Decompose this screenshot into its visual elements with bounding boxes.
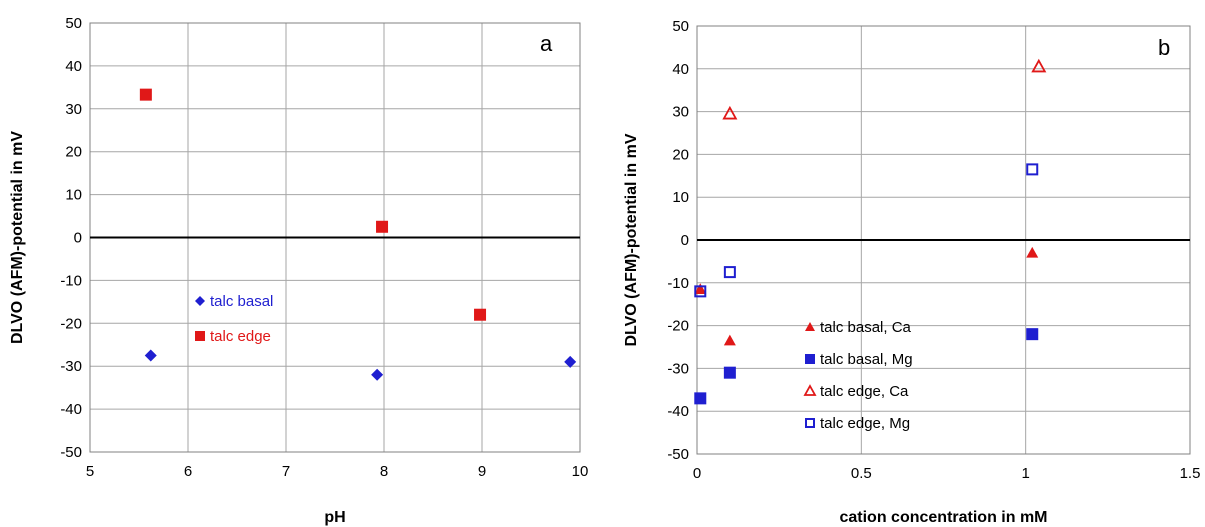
legend-marker <box>195 296 205 306</box>
y-tick-label: 40 <box>672 61 689 78</box>
data-point <box>371 368 384 381</box>
chart-panel-a: -50 -40 -30 -20 -10 0 10 20 30 40 50 5 6 7 8 9 10 pH DLVO … <box>9 15 588 526</box>
data-point <box>139 88 152 101</box>
data-point <box>376 220 389 233</box>
y-tick-label: -20 <box>667 318 689 335</box>
data-point <box>723 334 736 346</box>
data-point <box>1031 58 1047 73</box>
chart-panel-b: -50 -40 -30 -20 -10 0 10 20 30 40 50 0 0.5 1 1.5 cation… <box>623 18 1200 526</box>
y-tick-label: 20 <box>672 146 689 163</box>
data-point <box>722 105 738 120</box>
panel-label: b <box>1158 35 1170 60</box>
legend-entry: talc basal, Ca <box>820 319 912 336</box>
y-axis-title: DLVO (AFM)-potential in mV <box>623 133 640 346</box>
data-point <box>1026 163 1039 176</box>
legend-marker <box>805 322 815 331</box>
data-point <box>474 308 487 321</box>
y-axis-title: DLVO (AFM)-potential in mV <box>9 131 26 344</box>
x-tick-label: 1 <box>1021 465 1029 482</box>
y-tick-label: 0 <box>74 230 82 247</box>
legend-entry: talc edge, Ca <box>820 383 909 400</box>
x-tick-label: 5 <box>86 463 94 480</box>
panel-label: a <box>540 31 553 56</box>
x-tick-label: 1.5 <box>1180 465 1201 482</box>
data-point <box>694 283 707 295</box>
y-tick-label: -20 <box>60 315 82 332</box>
y-tick-label: -40 <box>667 403 689 420</box>
y-tick-label: 30 <box>672 104 689 121</box>
x-tick-label: 6 <box>184 463 192 480</box>
data-point <box>694 285 707 298</box>
y-tick-label: -30 <box>667 360 689 377</box>
y-tick-label: -50 <box>60 444 82 461</box>
data-point <box>1026 246 1039 258</box>
x-tick-label: 8 <box>380 463 388 480</box>
y-tick-label: 0 <box>681 232 689 249</box>
legend-entry: talc edge, Mg <box>820 415 910 432</box>
legend-entry: talc basal <box>210 293 273 310</box>
legend-entry: talc basal, Mg <box>820 351 913 368</box>
y-tick-label: -40 <box>60 401 82 418</box>
y-tick-label: 30 <box>65 101 82 118</box>
y-tick-label: -30 <box>60 358 82 375</box>
x-tick-label: 0 <box>693 465 701 482</box>
legend-marker <box>803 384 817 396</box>
y-tick-label: -10 <box>667 275 689 292</box>
y-tick-label: -10 <box>60 272 82 289</box>
x-axis-title: cation concentration in mM <box>839 509 1047 526</box>
data-point <box>723 266 736 279</box>
x-axis-title: pH <box>324 509 345 526</box>
data-point <box>723 366 736 379</box>
legend-entry: talc edge <box>210 328 271 345</box>
legend-marker <box>195 331 205 341</box>
y-tick-label: 50 <box>672 18 689 35</box>
data-point <box>694 392 707 405</box>
data-point <box>1026 328 1039 341</box>
y-tick-label: 20 <box>65 144 82 161</box>
x-tick-label: 0.5 <box>851 465 872 482</box>
x-tick-label: 10 <box>572 463 589 480</box>
y-tick-label: 10 <box>65 187 82 204</box>
legend-marker <box>805 418 815 428</box>
y-tick-label: 10 <box>672 189 689 206</box>
y-tick-label: -50 <box>667 446 689 463</box>
legend-marker <box>805 354 815 364</box>
data-point <box>144 349 157 362</box>
data-point <box>564 355 577 368</box>
x-tick-label: 7 <box>282 463 290 480</box>
x-tick-label: 9 <box>478 463 486 480</box>
y-tick-label: 40 <box>65 58 82 75</box>
y-tick-label: 50 <box>65 15 82 32</box>
